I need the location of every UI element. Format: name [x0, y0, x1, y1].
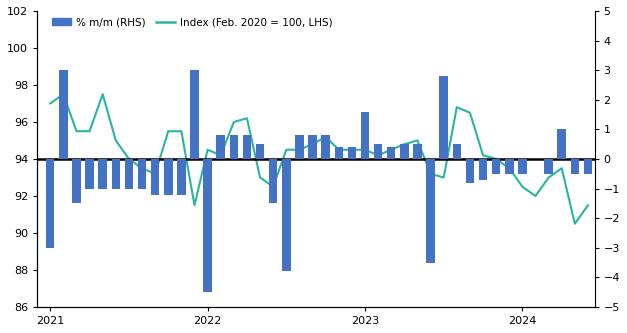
Bar: [308, 135, 317, 159]
Bar: [571, 159, 579, 174]
Bar: [164, 159, 172, 194]
Bar: [190, 70, 199, 159]
Bar: [453, 144, 461, 159]
Bar: [334, 147, 343, 159]
Bar: [177, 159, 186, 194]
Bar: [440, 76, 448, 159]
Bar: [479, 159, 487, 180]
Bar: [413, 144, 422, 159]
Bar: [112, 159, 120, 188]
Bar: [387, 147, 396, 159]
Bar: [518, 159, 527, 174]
Bar: [400, 144, 409, 159]
Legend: % m/m (RHS), Index (Feb. 2020 = 100, LHS): % m/m (RHS), Index (Feb. 2020 = 100, LHS…: [48, 13, 337, 32]
Bar: [557, 130, 566, 159]
Bar: [282, 159, 290, 271]
Bar: [243, 135, 251, 159]
Bar: [229, 135, 238, 159]
Bar: [46, 159, 55, 248]
Bar: [72, 159, 81, 203]
Bar: [544, 159, 553, 174]
Bar: [138, 159, 146, 188]
Bar: [374, 144, 382, 159]
Bar: [216, 135, 225, 159]
Bar: [85, 159, 94, 188]
Bar: [151, 159, 159, 194]
Bar: [125, 159, 133, 188]
Bar: [59, 70, 68, 159]
Bar: [426, 159, 435, 263]
Bar: [295, 135, 303, 159]
Bar: [492, 159, 500, 174]
Bar: [466, 159, 474, 183]
Bar: [203, 159, 212, 292]
Bar: [347, 147, 356, 159]
Bar: [505, 159, 514, 174]
Bar: [322, 135, 330, 159]
Bar: [361, 112, 369, 159]
Bar: [269, 159, 278, 203]
Bar: [256, 144, 265, 159]
Bar: [98, 159, 107, 188]
Bar: [584, 159, 593, 174]
